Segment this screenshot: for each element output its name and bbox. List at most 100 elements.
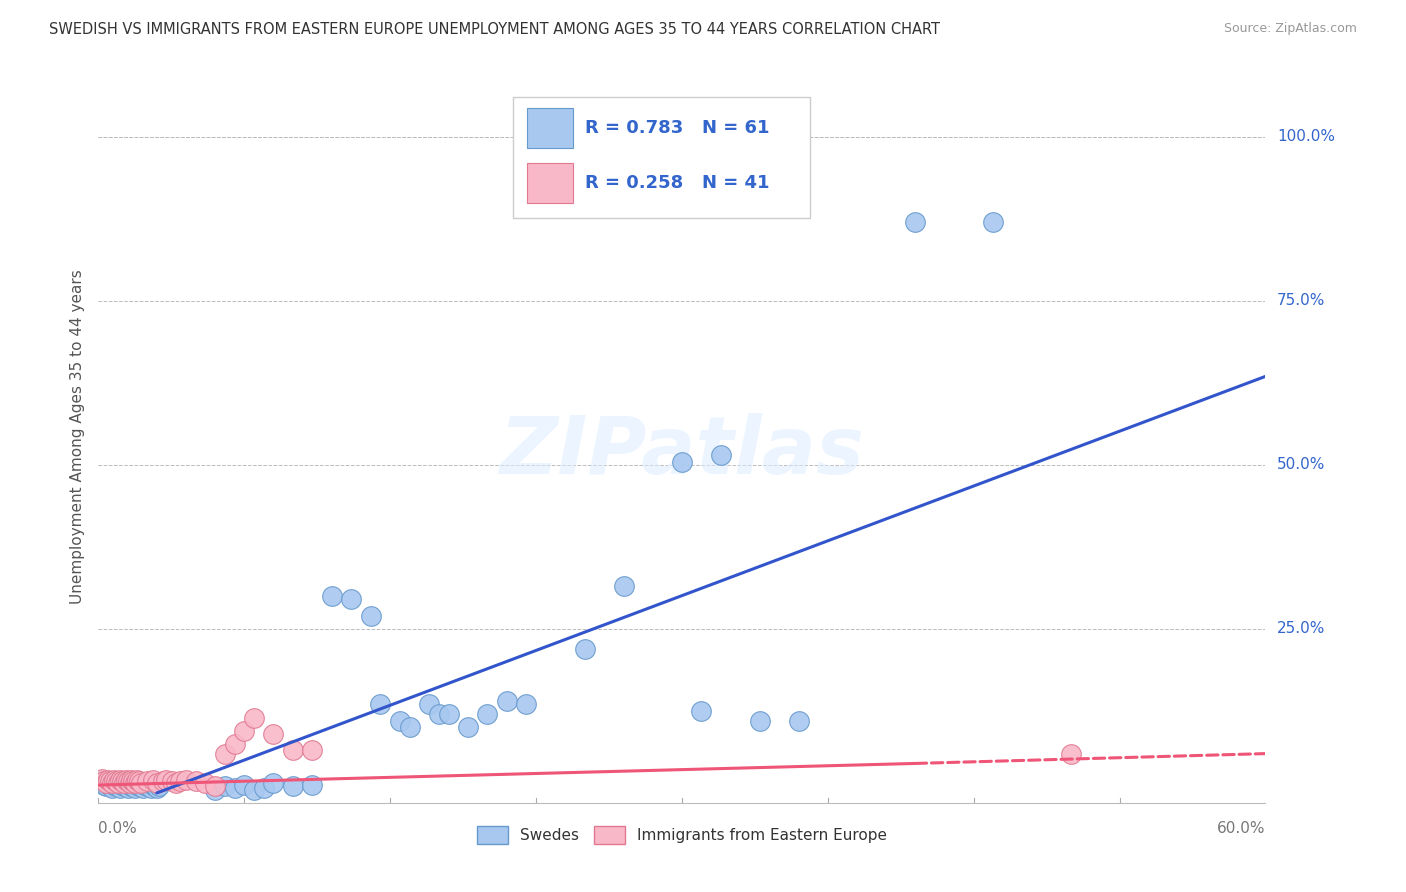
Point (136, 780, 159, 794)
Text: ZIPatlas: ZIPatlas (499, 413, 865, 491)
Point (118, 778, 141, 792)
Point (93, 778, 115, 792)
FancyBboxPatch shape (527, 108, 574, 148)
Point (122, 774, 145, 789)
Point (574, 641, 596, 656)
Point (321, 589, 343, 603)
Point (118, 776, 141, 790)
Point (136, 774, 159, 789)
Point (162, 774, 184, 789)
Point (93, 774, 115, 789)
Point (214, 780, 236, 794)
Point (124, 776, 146, 790)
Point (114, 776, 136, 790)
Point (97, 776, 120, 790)
Point (301, 778, 323, 792)
Point (204, 780, 226, 794)
FancyBboxPatch shape (527, 163, 574, 203)
Point (124, 780, 146, 795)
Point (224, 737, 246, 751)
Point (121, 780, 143, 794)
Point (117, 780, 139, 795)
Point (108, 780, 131, 795)
Point (243, 782, 266, 797)
Text: 60.0%: 60.0% (1218, 822, 1265, 836)
Point (281, 743, 304, 757)
Point (114, 772, 136, 787)
Point (194, 776, 217, 790)
Point (184, 774, 207, 789)
Point (96, 780, 118, 794)
Point (671, 455, 693, 469)
Point (104, 780, 127, 794)
Point (128, 774, 150, 789)
Point (477, 707, 499, 722)
Point (129, 776, 152, 790)
Point (224, 780, 246, 795)
Point (787, 714, 810, 728)
Text: 75.0%: 75.0% (1277, 293, 1326, 309)
Point (281, 780, 304, 794)
Point (91, 772, 114, 786)
Point (262, 727, 284, 741)
Text: SWEDISH VS IMMIGRANTS FROM EASTERN EUROPE UNEMPLOYMENT AMONG AGES 35 TO 44 YEARS: SWEDISH VS IMMIGRANTS FROM EASTERN EUROP… (49, 22, 941, 37)
Point (122, 776, 145, 790)
Point (496, 694, 519, 708)
Point (127, 772, 149, 787)
Point (121, 772, 143, 787)
Point (418, 698, 440, 712)
Point (103, 772, 125, 787)
Point (146, 780, 169, 795)
Point (97, 772, 120, 787)
Point (128, 780, 150, 794)
Point (301, 743, 323, 757)
Point (104, 774, 127, 789)
Point (398, 720, 420, 734)
Point (107, 776, 129, 790)
Point (165, 776, 187, 790)
Point (101, 776, 124, 790)
Point (457, 720, 479, 734)
FancyBboxPatch shape (513, 97, 810, 218)
Point (134, 778, 156, 792)
Point (108, 772, 131, 787)
Point (169, 774, 191, 789)
Point (139, 780, 162, 795)
Point (91, 774, 114, 789)
Point (132, 780, 155, 795)
Point (138, 776, 160, 790)
Point (690, 704, 713, 718)
Legend: Swedes, Immigrants from Eastern Europe: Swedes, Immigrants from Eastern Europe (471, 820, 893, 850)
Point (204, 782, 226, 797)
Point (103, 778, 125, 792)
Point (112, 776, 135, 790)
Point (129, 776, 152, 790)
Text: 0.0%: 0.0% (98, 822, 138, 836)
Point (143, 780, 166, 794)
Point (152, 774, 174, 789)
Point (262, 776, 284, 790)
Text: R = 0.783   N = 61: R = 0.783 N = 61 (585, 119, 769, 136)
Point (111, 778, 134, 792)
Point (98, 774, 121, 789)
Point (427, 707, 450, 722)
Point (142, 772, 165, 787)
Point (388, 714, 411, 728)
Text: 100.0%: 100.0% (1277, 129, 1336, 145)
Point (613, 579, 636, 593)
Point (253, 780, 276, 795)
Point (117, 774, 139, 789)
Point (174, 772, 197, 787)
Text: R = 0.258   N = 41: R = 0.258 N = 41 (585, 174, 769, 193)
Point (243, 710, 266, 724)
Y-axis label: Unemployment Among Ages 35 to 44 years: Unemployment Among Ages 35 to 44 years (69, 269, 84, 605)
Point (127, 778, 149, 792)
Point (1060, 747, 1083, 761)
Point (96, 776, 118, 790)
Point (748, 714, 770, 728)
Point (340, 592, 363, 607)
Text: 25.0%: 25.0% (1277, 622, 1326, 637)
Text: 50.0%: 50.0% (1277, 458, 1326, 473)
Point (111, 774, 134, 789)
Point (515, 698, 537, 712)
